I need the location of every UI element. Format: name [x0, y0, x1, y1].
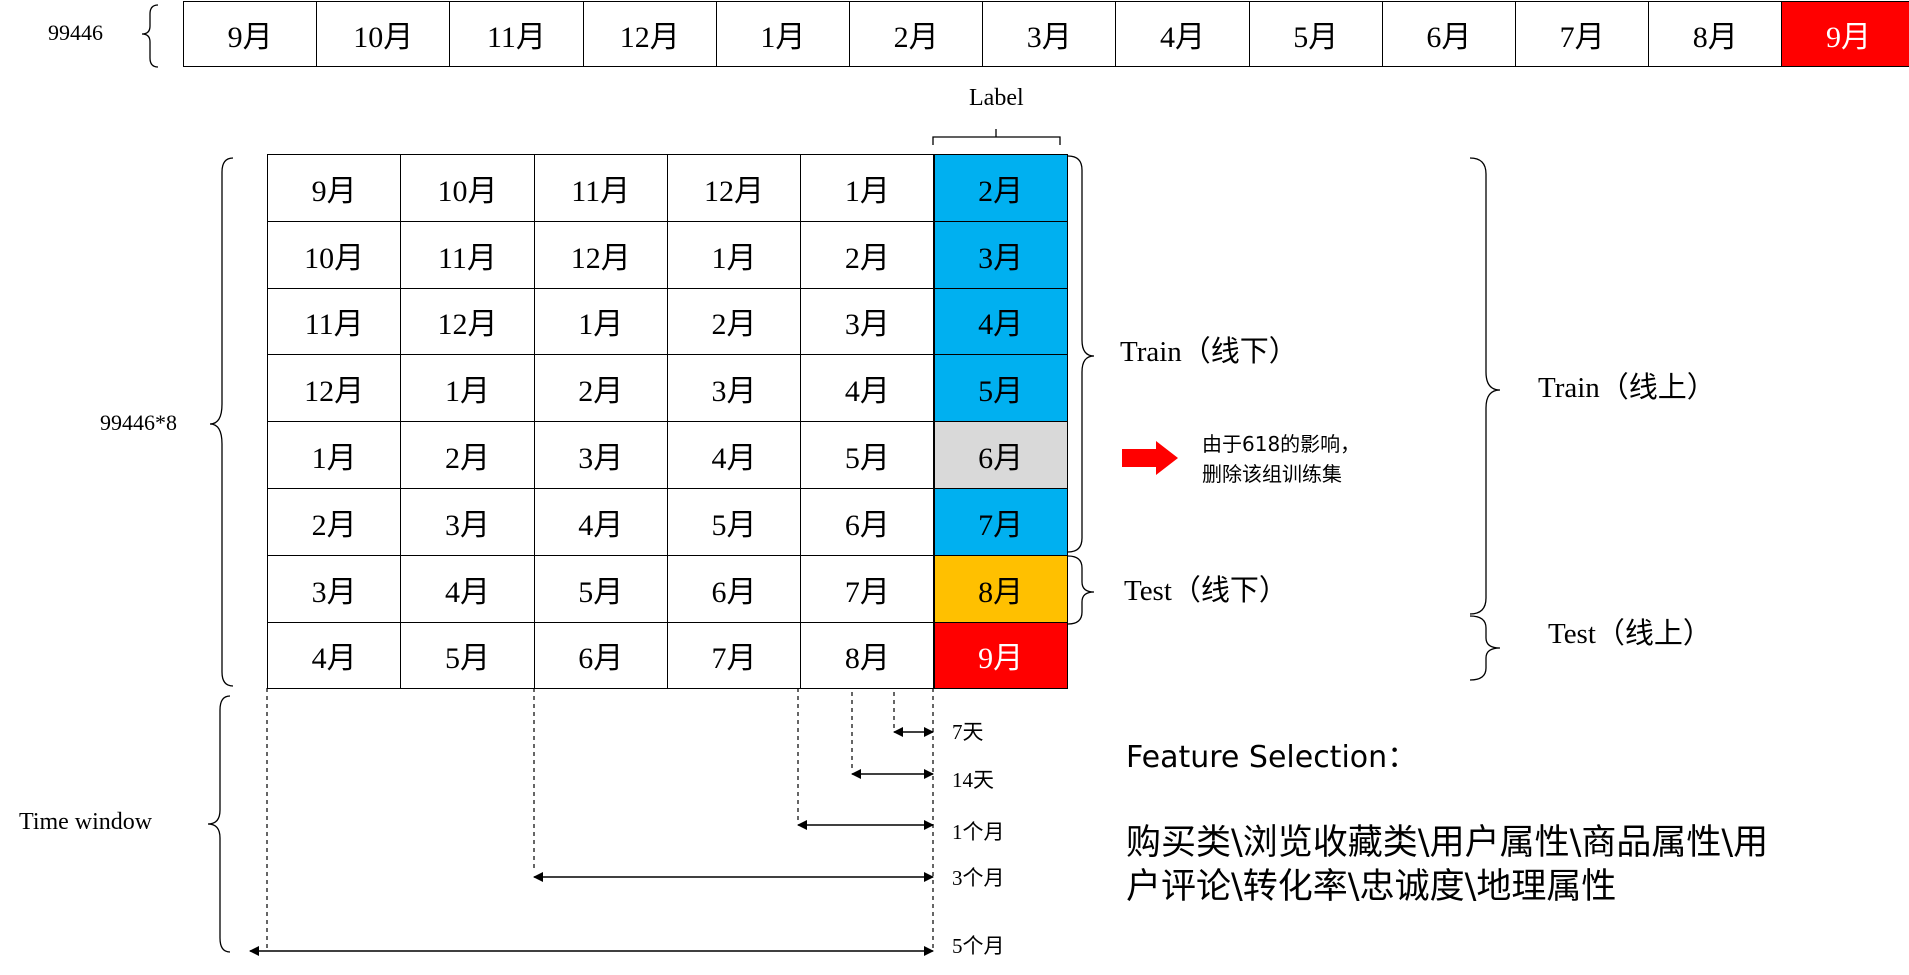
- feature-month-cell: 6月: [533, 621, 668, 690]
- top-row-brace: [141, 4, 159, 68]
- feature-month-cell: 9月: [267, 154, 402, 222]
- feature-month-cell: 2月: [800, 220, 935, 289]
- feature-month-cell: 1月: [666, 220, 802, 289]
- time-window-brace: [207, 695, 231, 953]
- label-month-cell: 6月: [933, 421, 1068, 489]
- label-month-cell: 7月: [933, 488, 1068, 556]
- window-1-month: 1个月: [952, 820, 1005, 844]
- label-month-cell: 9月: [933, 621, 1068, 690]
- note-line-1: 由于618的影响，: [1202, 432, 1361, 456]
- label-bracket: [932, 136, 1061, 145]
- test-offline-brace: [1067, 555, 1095, 625]
- feature-month-cell: 12月: [666, 154, 802, 222]
- top-month-cell: 11月: [449, 1, 584, 67]
- time-window-arrows: [249, 727, 934, 956]
- top-month-cell: 6月: [1381, 1, 1516, 67]
- top-month-cell: 3月: [982, 1, 1117, 67]
- top-month-cell: 9月: [1781, 1, 1909, 67]
- feature-month-cell: 12月: [267, 354, 402, 423]
- feature-month-cell: 1月: [533, 287, 668, 356]
- train-online-brace: [1469, 157, 1501, 615]
- window-14-days: 14天: [952, 768, 994, 792]
- feature-month-cell: 3月: [400, 488, 535, 556]
- train-offline-label: Train（线下）: [1120, 336, 1298, 368]
- feature-month-cell: 5月: [533, 554, 668, 623]
- grid-left-brace: [209, 157, 234, 687]
- feature-month-cell: 7月: [666, 621, 802, 690]
- feature-month-cell: 3月: [800, 287, 935, 356]
- train-offline-brace: [1067, 155, 1095, 553]
- feature-month-cell: 10月: [267, 220, 402, 289]
- feature-month-cell: 2月: [666, 287, 802, 356]
- feature-month-cell: 1月: [800, 154, 935, 222]
- feature-month-cell: 5月: [400, 621, 535, 690]
- feature-month-cell: 5月: [800, 421, 935, 489]
- label-month-cell: 2月: [933, 154, 1068, 222]
- feature-month-cell: 12月: [533, 220, 668, 289]
- test-offline-label: Test（线下）: [1124, 575, 1288, 607]
- feature-selection-line-1: 购买类\浏览收藏类\用户属性\商品属性\用: [1126, 823, 1769, 863]
- top-month-cell: 9月: [183, 1, 318, 67]
- test-online-brace: [1469, 615, 1501, 681]
- feature-month-cell: 6月: [800, 488, 935, 556]
- top-month-cell: 12月: [582, 1, 717, 67]
- feature-month-cell: 3月: [666, 354, 802, 423]
- top-month-cell: 4月: [1115, 1, 1250, 67]
- feature-month-cell: 3月: [267, 554, 402, 623]
- feature-month-cell: 1月: [400, 354, 535, 423]
- label-month-cell: 4月: [933, 287, 1068, 356]
- window-7-days: 7天: [952, 720, 984, 744]
- feature-month-cell: 7月: [800, 554, 935, 623]
- label-month-cell: 5月: [933, 354, 1068, 423]
- grid-side-label: 99446*8: [100, 410, 177, 435]
- feature-month-cell: 1月: [267, 421, 402, 489]
- test-online-label: Test（线上）: [1548, 618, 1712, 650]
- feature-month-cell: 5月: [666, 488, 802, 556]
- feature-month-cell: 4月: [800, 354, 935, 423]
- top-month-cell: 10月: [316, 1, 451, 67]
- feature-month-cell: 12月: [400, 287, 535, 356]
- label-month-cell: 3月: [933, 220, 1068, 289]
- window-5-months: 5个月: [952, 934, 1005, 958]
- removal-arrow-icon: [1122, 441, 1178, 475]
- feature-selection-title: Feature Selection：: [1126, 740, 1418, 775]
- feature-month-cell: 10月: [400, 154, 535, 222]
- feature-month-cell: 11月: [533, 154, 668, 222]
- feature-month-cell: 6月: [666, 554, 802, 623]
- feature-month-cell: 4月: [533, 488, 668, 556]
- top-month-cell: 7月: [1515, 1, 1650, 67]
- top-month-cell: 2月: [849, 1, 984, 67]
- feature-month-cell: 4月: [400, 554, 535, 623]
- time-window-guides: [266, 688, 934, 948]
- time-window-label: Time window: [19, 809, 153, 835]
- top-row-label: 99446: [48, 20, 103, 45]
- feature-month-cell: 2月: [533, 354, 668, 423]
- feature-month-cell: 11月: [400, 220, 535, 289]
- top-month-cell: 8月: [1648, 1, 1783, 67]
- label-column-header: Label: [969, 85, 1024, 111]
- feature-month-cell: 2月: [400, 421, 535, 489]
- feature-month-cell: 3月: [533, 421, 668, 489]
- feature-month-cell: 4月: [267, 621, 402, 690]
- feature-month-cell: 4月: [666, 421, 802, 489]
- feature-month-cell: 11月: [267, 287, 402, 356]
- note-line-2: 删除该组训练集: [1202, 462, 1342, 486]
- window-3-months: 3个月: [952, 866, 1005, 890]
- feature-selection-line-2: 户评论\转化率\忠诚度\地理属性: [1126, 867, 1617, 907]
- label-month-cell: 8月: [933, 554, 1068, 623]
- train-online-label: Train（线上）: [1538, 372, 1716, 404]
- feature-month-cell: 8月: [800, 621, 935, 690]
- feature-month-cell: 2月: [267, 488, 402, 556]
- top-month-cell: 1月: [715, 1, 850, 67]
- top-month-cell: 5月: [1248, 1, 1383, 67]
